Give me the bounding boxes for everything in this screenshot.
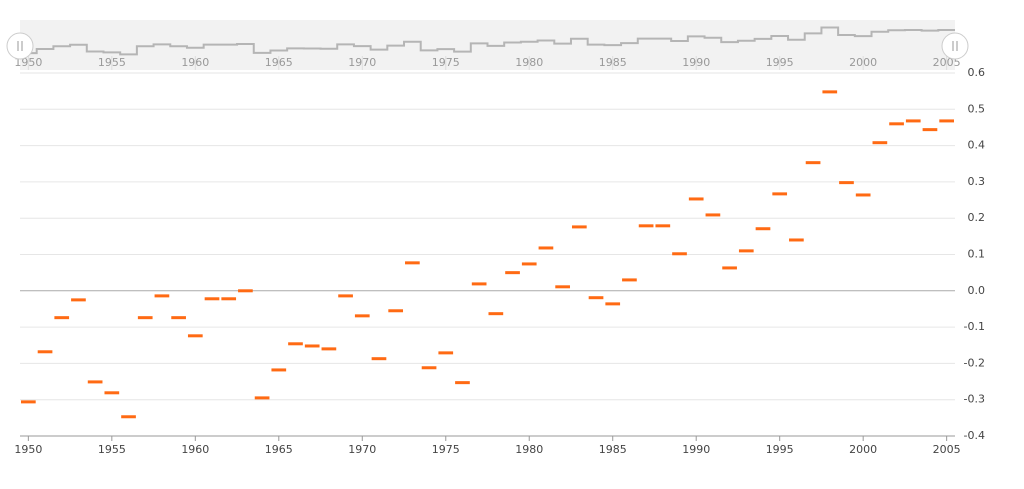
x-tick-label: 1975 <box>432 443 460 456</box>
y-tick-label: 0.5 <box>968 102 986 115</box>
y-tick-label: -0.2 <box>964 356 985 369</box>
navigator-tick-label: 1990 <box>682 56 710 69</box>
navigator-tick-label: 1975 <box>432 56 460 69</box>
x-tick-label: 1985 <box>599 443 627 456</box>
handle-circle[interactable] <box>6 32 34 60</box>
y-tick-label: -0.3 <box>964 393 985 406</box>
navigator-tick-label: 1985 <box>599 56 627 69</box>
navigator-tick-label: 1960 <box>181 56 209 69</box>
navigator-tick-label: 1955 <box>98 56 126 69</box>
x-tick-label: 1980 <box>515 443 543 456</box>
y-tick-label: 0.1 <box>968 248 986 261</box>
y-tick-label: 0.6 <box>968 66 986 79</box>
x-tick-label: 1970 <box>348 443 376 456</box>
handle-circle[interactable] <box>941 32 969 60</box>
y-tick-label: -0.1 <box>964 320 985 333</box>
y-tick-label: 0.3 <box>968 175 986 188</box>
navigator-tick-label: 1965 <box>265 56 293 69</box>
x-tick-label: 2005 <box>933 443 961 456</box>
y-tick-label: -0.4 <box>964 429 985 442</box>
navigator-tick-label: 1995 <box>766 56 794 69</box>
navigator-tick-label: 1970 <box>348 56 376 69</box>
x-tick-label: 1995 <box>766 443 794 456</box>
x-tick-label: 2000 <box>849 443 877 456</box>
x-tick-label: 1965 <box>265 443 293 456</box>
navigator-tick-label: 2000 <box>849 56 877 69</box>
y-tick-label: 0.2 <box>968 211 986 224</box>
x-tick-label: 1955 <box>98 443 126 456</box>
navigator-handle[interactable] <box>6 32 34 60</box>
navigator-tick-label: 1980 <box>515 56 543 69</box>
navigator-handle[interactable] <box>941 32 969 60</box>
y-tick-label: 0.0 <box>968 284 986 297</box>
navigator-line <box>20 26 955 56</box>
y-tick-label: 0.4 <box>968 139 986 152</box>
x-tick-label: 1960 <box>181 443 209 456</box>
x-tick-label: 1950 <box>14 443 42 456</box>
x-tick-label: 1990 <box>682 443 710 456</box>
